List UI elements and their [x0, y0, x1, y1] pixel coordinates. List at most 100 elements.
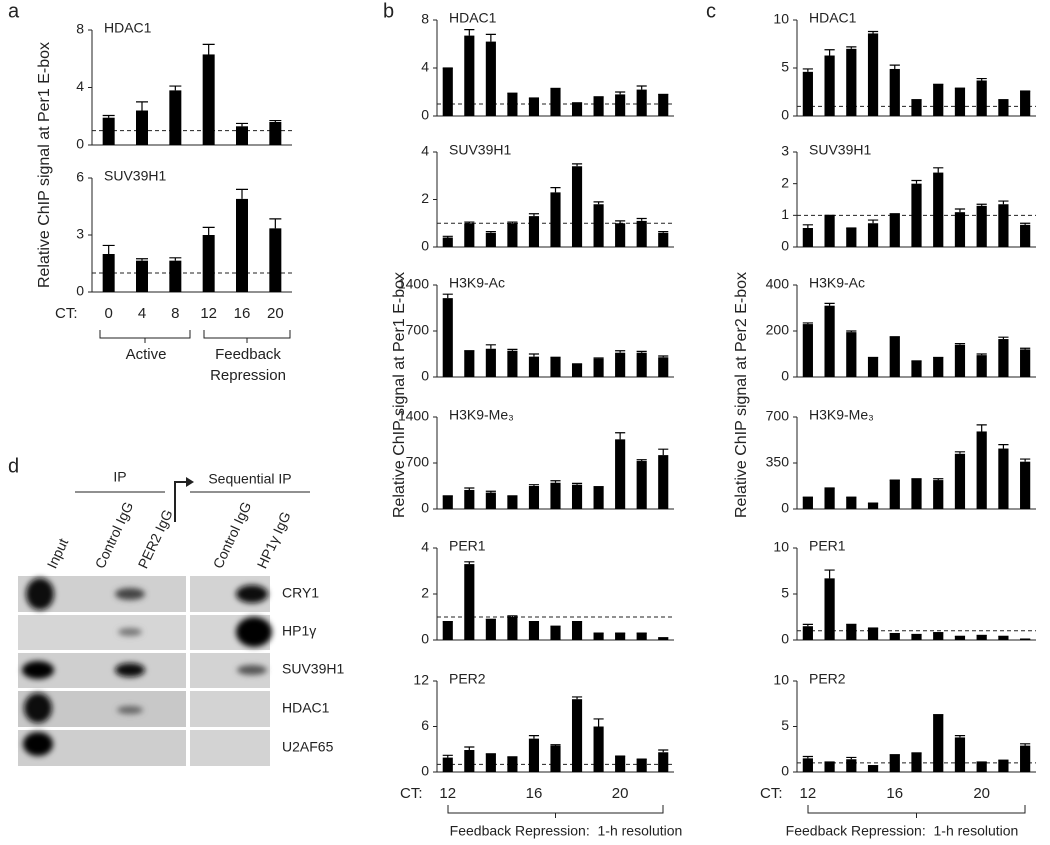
bar [442, 298, 453, 377]
bar [571, 484, 583, 509]
y-tick-label: 2 [781, 174, 789, 190]
bar [1020, 461, 1031, 509]
error-bar [976, 424, 987, 432]
bar [593, 486, 604, 509]
bar [889, 213, 900, 247]
bar [889, 480, 900, 509]
bar [136, 260, 148, 292]
bar [507, 350, 518, 377]
bar [846, 332, 857, 377]
band [236, 617, 272, 647]
bar [867, 223, 879, 247]
error-bar [136, 258, 148, 261]
panel-letter: d [8, 455, 19, 477]
group-label: Active [125, 346, 167, 363]
y-tick-label: 8 [421, 11, 429, 27]
bar [998, 339, 1009, 377]
chart-title: H3K9-Ac [809, 275, 865, 291]
bar [269, 228, 282, 292]
bar [911, 634, 922, 640]
bar [802, 626, 813, 640]
band [26, 578, 54, 610]
bands [22, 578, 272, 756]
error-bar [802, 224, 813, 228]
x-tick-label: 12 [439, 785, 456, 802]
error-bar [615, 91, 626, 95]
bar [550, 357, 561, 377]
bar [658, 455, 669, 509]
bar [998, 760, 1009, 772]
bar [954, 344, 966, 377]
bar [485, 232, 496, 247]
bar [169, 90, 182, 145]
bar [1020, 745, 1031, 772]
bar [571, 699, 583, 772]
bar [824, 215, 835, 247]
error-bar [464, 487, 475, 490]
bar [485, 619, 496, 640]
error-bar [911, 179, 922, 184]
bar [889, 68, 900, 116]
y-tick-label: 4 [421, 143, 429, 159]
chart-title: H3K9-Ac [449, 275, 505, 291]
blot-strip [190, 730, 270, 766]
bar [507, 756, 518, 772]
y-axis-title: Relative ChIP signal at Per1 E-box [36, 42, 53, 288]
bar [976, 205, 987, 247]
chart-title: SUV39H1 [104, 168, 166, 184]
error-bar [236, 188, 248, 199]
x-axis-title: CT: [55, 305, 78, 322]
y-axis-title: Relative ChIP signal at Per2 E-box [733, 272, 750, 518]
y-tick-label: 0 [76, 283, 84, 299]
error-bar [1020, 458, 1031, 462]
error-bar [593, 718, 604, 727]
bar [889, 633, 900, 640]
error-bar [136, 101, 148, 111]
bar [998, 448, 1009, 509]
y-tick-label: 700 [766, 408, 790, 424]
lane-label: Control IgG [92, 499, 137, 571]
bar [802, 497, 813, 509]
chart-title: SUV39H1 [809, 142, 871, 158]
bar [507, 223, 518, 247]
bar [933, 714, 944, 772]
error-bar [824, 49, 835, 56]
bar [571, 102, 583, 116]
bar [636, 633, 647, 640]
bar [911, 99, 922, 116]
bar [867, 765, 879, 772]
error-bar [528, 213, 540, 217]
row-label: HP1γ [282, 623, 316, 639]
y-tick-label: 0 [76, 136, 84, 152]
bar [169, 260, 182, 292]
bar [571, 621, 583, 640]
bar [615, 352, 626, 377]
error-bar [933, 167, 944, 173]
bar [202, 235, 215, 292]
bar [658, 94, 669, 116]
y-tick-label: 4 [76, 78, 84, 94]
y-tick-label: 700 [406, 322, 430, 338]
bar [636, 220, 647, 247]
bar [658, 637, 669, 640]
error-bar [1020, 743, 1031, 746]
arrow [174, 481, 188, 522]
row-label: CRY1 [282, 585, 319, 601]
row-label: U2AF65 [282, 739, 334, 755]
bar [658, 752, 669, 772]
error-bar [954, 208, 966, 213]
panel-letter: a [8, 0, 20, 22]
error-bar [464, 746, 475, 751]
error-bar [593, 357, 604, 359]
bar [954, 737, 966, 772]
y-tick-label: 350 [766, 454, 790, 470]
y-tick-label: 5 [781, 717, 789, 733]
error-bar [464, 221, 475, 224]
y-tick-label: 0 [781, 500, 789, 516]
bar [485, 492, 496, 509]
bar [571, 363, 583, 377]
y-tick-label: 10 [773, 539, 789, 555]
row-label: HDAC1 [282, 700, 330, 716]
y-tick-label: 0 [421, 500, 429, 516]
error-bar [550, 480, 561, 483]
